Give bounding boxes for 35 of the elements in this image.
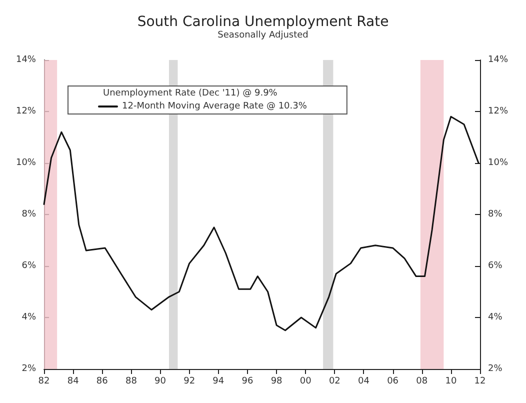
- y-tick-label: 2%: [22, 364, 36, 374]
- x-tick-label: 88: [125, 376, 138, 386]
- y2-tick-label: 6%: [488, 261, 503, 271]
- x-tick-label: 86: [96, 376, 108, 386]
- legend-label: 12-Month Moving Average Rate @ 10.3%: [122, 102, 308, 112]
- x-tick-label: 08: [416, 376, 428, 386]
- y2-tick-label: 12%: [488, 106, 508, 116]
- x-tick-label: 96: [242, 376, 254, 386]
- y-tick-label: 10%: [16, 158, 36, 168]
- x-tick-label: 10: [445, 376, 457, 386]
- x-tick-label: 94: [212, 376, 224, 386]
- y2-tick-label: 8%: [488, 210, 503, 220]
- y2-tick-label: 4%: [488, 312, 503, 322]
- x-tick-label: 90: [154, 376, 166, 386]
- x-tick-label: 82: [38, 376, 50, 386]
- y2-tick-label: 2%: [488, 364, 503, 374]
- x-tick-label: 84: [67, 376, 80, 386]
- y-tick-label: 12%: [16, 106, 36, 116]
- line-series: [43, 116, 480, 332]
- y-tick-label: 14%: [16, 55, 36, 65]
- chart-subtitle: Seasonally Adjusted: [218, 30, 308, 40]
- y2-tick-label: 10%: [488, 158, 508, 168]
- annotation: Unemployment Rate (Dec '11) @ 9.9%: [103, 88, 278, 98]
- x-tick-label: 00: [300, 376, 312, 386]
- y-tick-label: 4%: [22, 312, 36, 322]
- x-tick-label: 98: [270, 376, 283, 386]
- y2-tick-label: 14%: [488, 55, 508, 65]
- chart-title: South Carolina Unemployment Rate: [137, 14, 389, 30]
- x-tick-label: 12: [474, 376, 486, 386]
- x-tick-label: 92: [184, 376, 196, 386]
- y-tick-label: 8%: [22, 210, 36, 220]
- x-tick-label: 06: [387, 376, 399, 386]
- x-tick-label: 04: [358, 376, 370, 386]
- y-tick-label: 6%: [22, 261, 36, 271]
- x-tick-label: 02: [328, 376, 340, 386]
